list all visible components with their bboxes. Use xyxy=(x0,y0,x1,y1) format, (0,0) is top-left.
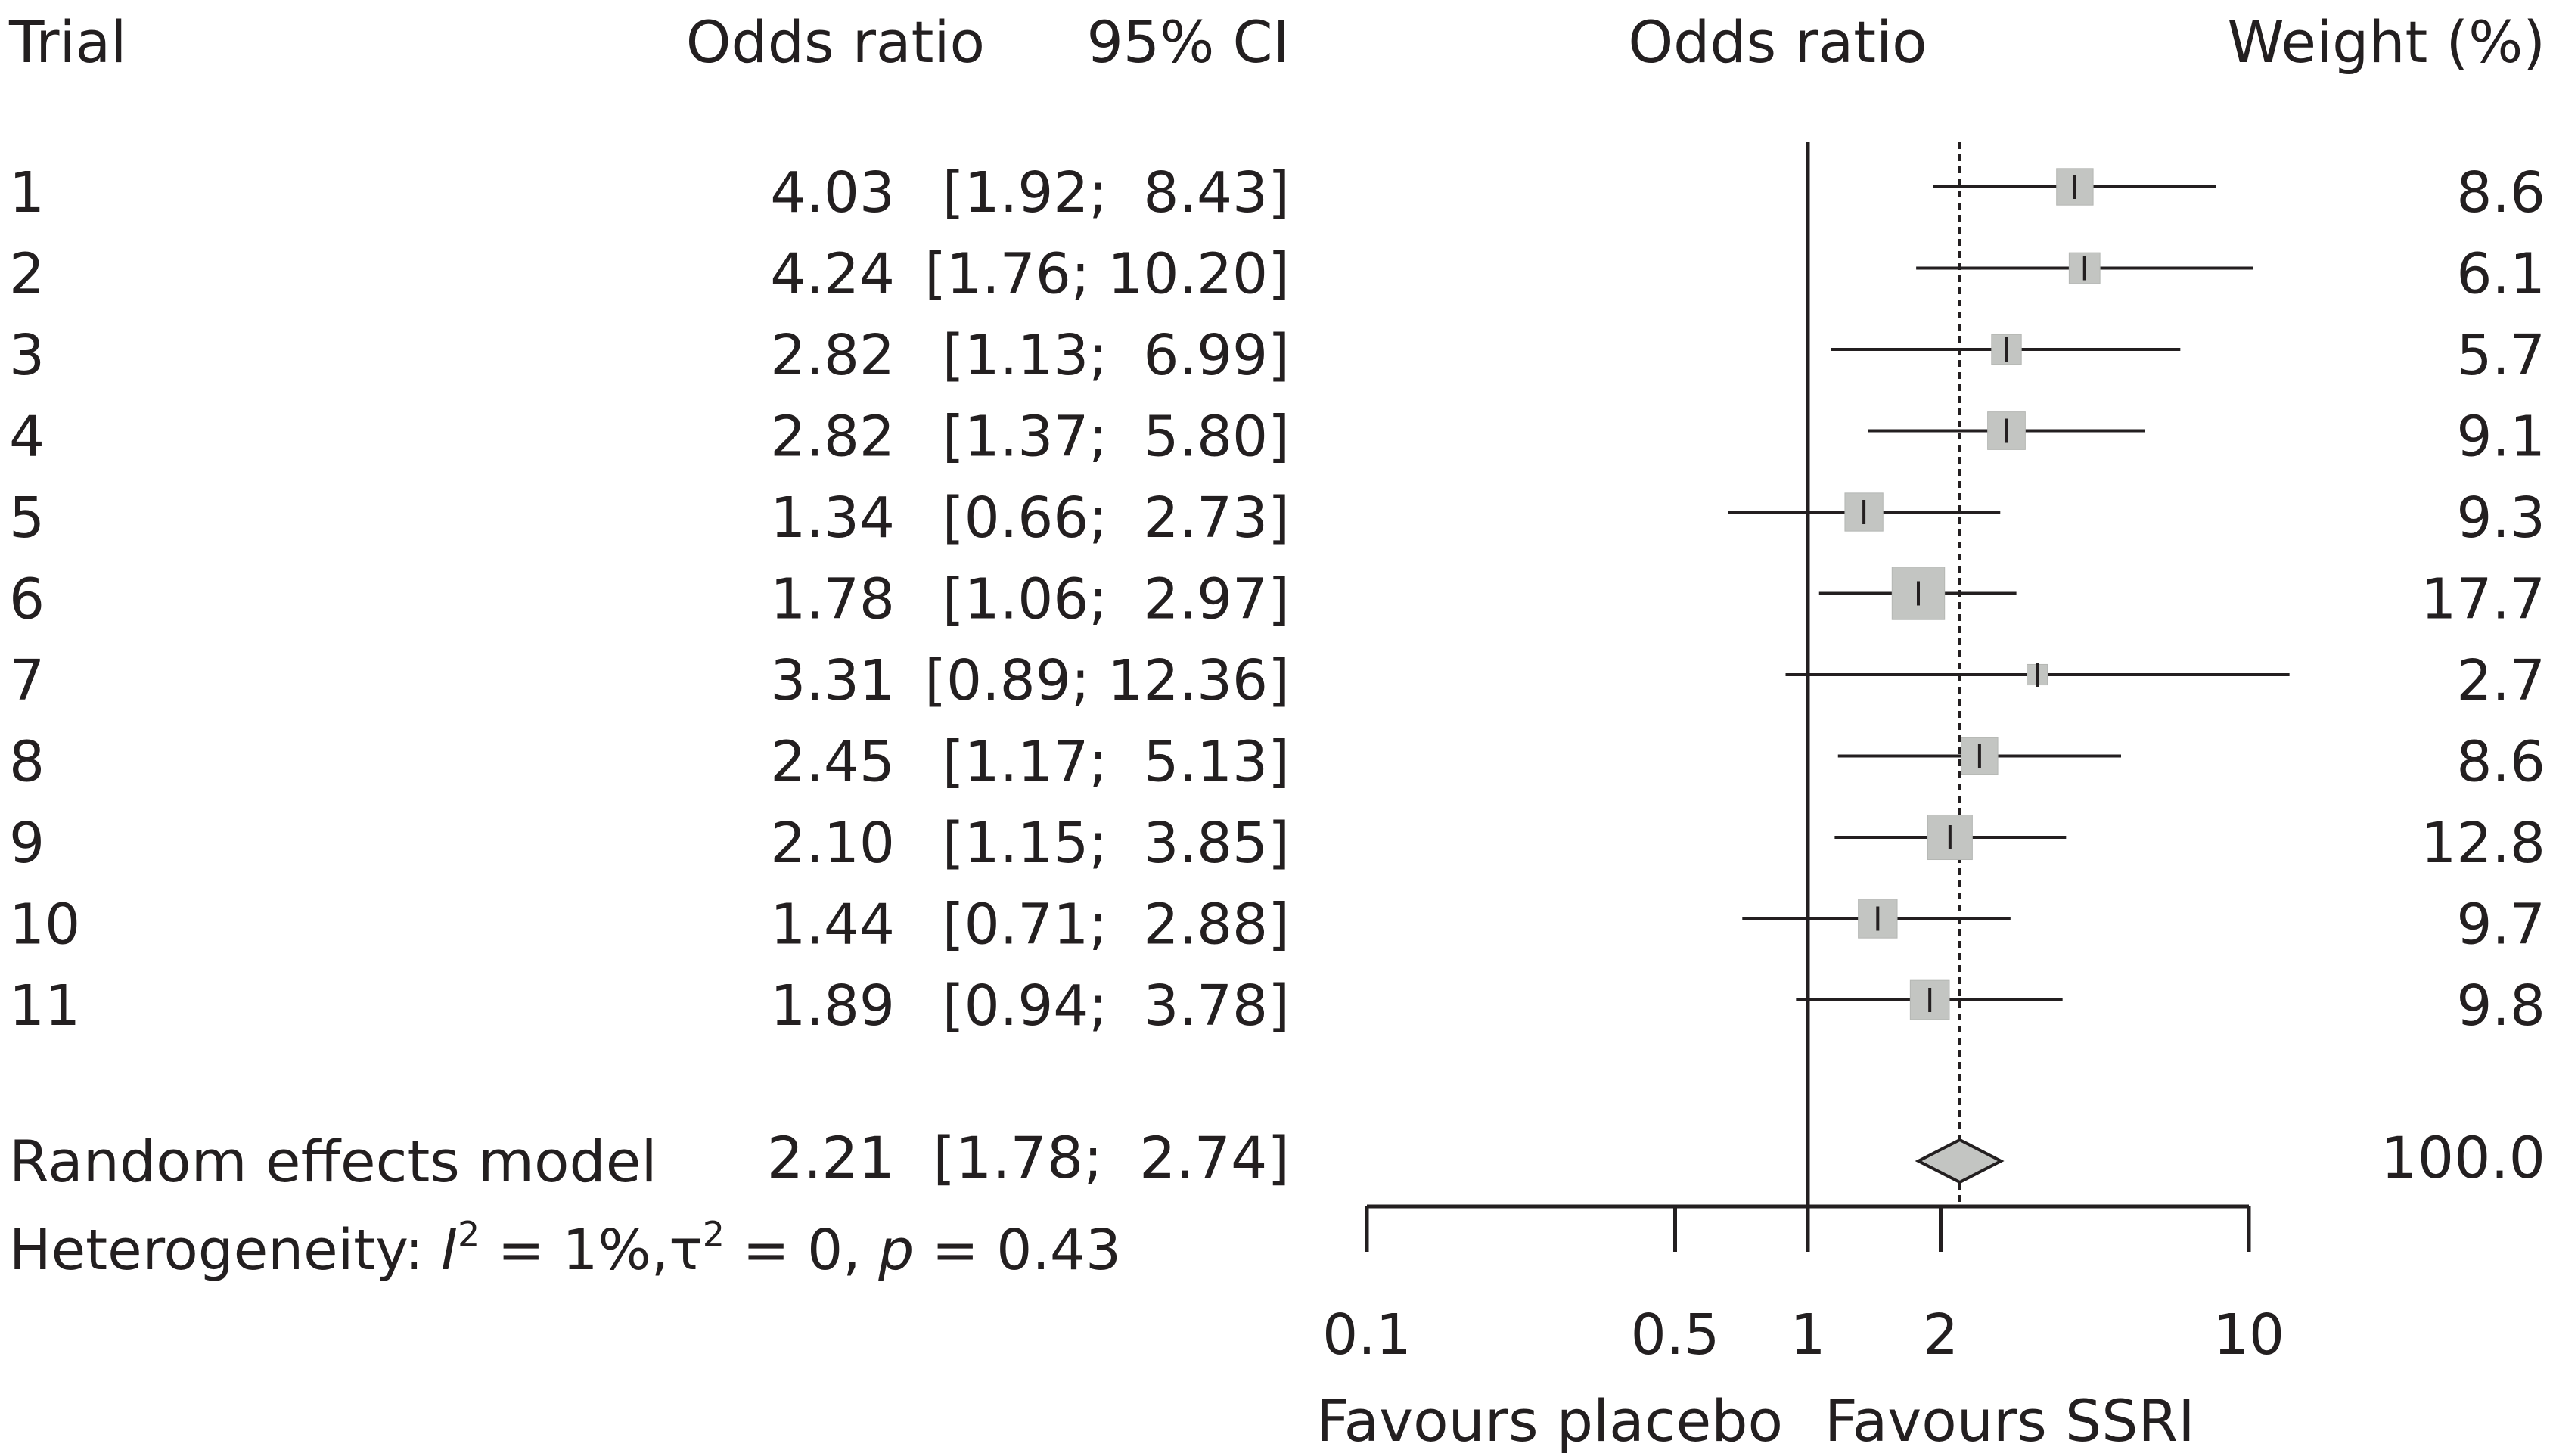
x-axis-tick-label: 10 xyxy=(2213,1302,2284,1368)
study-marker xyxy=(1831,334,2181,365)
header-ci: 95% CI xyxy=(1086,8,1290,76)
study-row: 7 3.31 [0.89; 12.36] 2.7 xyxy=(9,648,2545,713)
study-marker xyxy=(1796,979,2063,1020)
heterogeneity-text: Heterogeneity: I2 = 1%,τ2 = 0, p = 0.43 xyxy=(9,1214,1121,1283)
study-row: 6 1.78 [1.06; 2.97] 17.7 xyxy=(9,567,2545,632)
study-row: 3 2.82 [1.13; 6.99] 5.7 xyxy=(9,323,2545,388)
trial-label: 7 xyxy=(9,648,45,713)
heterogeneity-i-squared: 2 xyxy=(458,1214,480,1255)
weight-value: 9.8 xyxy=(2456,973,2545,1038)
odds-ratio-value: 2.45 xyxy=(770,730,895,795)
odds-ratio-value: 1.34 xyxy=(770,486,895,551)
trial-label: 8 xyxy=(9,730,45,795)
odds-ratio-value: 4.03 xyxy=(770,160,895,225)
plot-area xyxy=(1728,142,2290,1206)
trial-label: 3 xyxy=(9,323,45,388)
heterogeneity-tau-squared: 2 xyxy=(703,1214,725,1255)
weight-value: 8.6 xyxy=(2456,160,2545,225)
weight-value: 9.3 xyxy=(2456,486,2545,551)
summary-odds-ratio: 2.21 xyxy=(767,1124,895,1191)
ci-value: [0.71; 2.88] xyxy=(943,893,1290,958)
study-row: 10 1.44 [0.71; 2.88] 9.7 xyxy=(9,893,2545,958)
x-axis-tick-label: 0.1 xyxy=(1322,1302,1412,1368)
header-trial: Trial xyxy=(8,8,126,76)
study-row: 9 2.10 [1.15; 3.85] 12.8 xyxy=(9,811,2545,876)
weight-value: 9.7 xyxy=(2456,893,2545,958)
favours-placebo-label: Favours placebo xyxy=(1316,1387,1783,1454)
trial-label: 10 xyxy=(9,893,80,958)
heterogeneity-p-value: = 0.43 xyxy=(914,1218,1121,1283)
study-rows: 1 4.03 [1.92; 8.43] 8.6 2 4.24 [1.76; 10.20] 6.… xyxy=(9,160,2545,1038)
odds-ratio-value: 4.24 xyxy=(770,242,895,307)
header-weight: Weight (%) xyxy=(2228,8,2545,76)
odds-ratio-value: 2.82 xyxy=(770,323,895,388)
column-headers: Trial Odds ratio 95% CI Odds ratio Weigh… xyxy=(8,8,2545,76)
study-marker xyxy=(1933,168,2216,206)
heterogeneity-i-value: = 1%, xyxy=(480,1218,669,1283)
odds-ratio-value: 3.31 xyxy=(770,648,895,713)
header-odds-ratio: Odds ratio xyxy=(686,8,985,76)
ci-value: [0.94; 3.78] xyxy=(943,973,1290,1038)
weight-value: 8.6 xyxy=(2456,730,2545,795)
heterogeneity-i-symbol: I xyxy=(441,1218,458,1283)
x-axis-tick-label: 0.5 xyxy=(1631,1302,1720,1368)
weight-value: 12.8 xyxy=(2421,811,2545,876)
study-marker xyxy=(1868,411,2145,450)
trial-label: 5 xyxy=(9,486,45,551)
trial-label: 4 xyxy=(9,405,45,470)
study-row: 8 2.45 [1.17; 5.13] 8.6 xyxy=(9,730,2545,795)
odds-ratio-value: 1.78 xyxy=(770,567,895,632)
odds-ratio-value: 1.89 xyxy=(770,973,895,1038)
heterogeneity-tau-symbol: τ xyxy=(669,1218,703,1283)
ci-value: [1.17; 5.13] xyxy=(943,730,1290,795)
study-marker xyxy=(1837,737,2121,775)
summary-diamond xyxy=(1915,1138,2005,1184)
odds-ratio-value: 2.10 xyxy=(770,811,895,876)
header-plot-odds-ratio: Odds ratio xyxy=(1628,8,1927,76)
summary-weight: 100.0 xyxy=(2381,1124,2545,1191)
x-axis: 0.1 0.5 1 2 10 xyxy=(1322,1204,2284,1368)
ci-value: [1.13; 6.99] xyxy=(943,323,1290,388)
odds-ratio-value: 2.82 xyxy=(770,405,895,470)
ci-value: [0.89; 12.36] xyxy=(924,648,1290,713)
weight-value: 2.7 xyxy=(2456,648,2545,713)
summary-row: Random effects model 2.21 [1.78; 2.74] 1… xyxy=(9,1124,2545,1195)
summary-label: Random effects model xyxy=(9,1128,657,1195)
study-marker xyxy=(1742,899,2011,939)
trial-label: 11 xyxy=(9,973,80,1038)
ci-value: [1.76; 10.20] xyxy=(924,242,1290,307)
study-row: 1 4.03 [1.92; 8.43] 8.6 xyxy=(9,160,2545,225)
study-marker xyxy=(1728,492,2001,532)
weight-value: 17.7 xyxy=(2421,567,2545,632)
trial-label: 6 xyxy=(9,567,45,632)
weight-value: 5.7 xyxy=(2456,323,2545,388)
x-axis-tick-label: 1 xyxy=(1790,1302,1825,1368)
ci-value: [1.37; 5.80] xyxy=(943,405,1290,470)
x-axis-tick-label: 2 xyxy=(1923,1302,1958,1368)
odds-ratio-value: 1.44 xyxy=(770,893,895,958)
ci-value: [1.15; 3.85] xyxy=(943,811,1290,876)
study-row: 11 1.89 [0.94; 3.78] 9.8 xyxy=(9,973,2545,1038)
heterogeneity-prefix: Heterogeneity: xyxy=(9,1218,441,1283)
study-row: 4 2.82 [1.37; 5.80] 9.1 xyxy=(9,405,2545,470)
trial-label: 9 xyxy=(9,811,45,876)
trial-label: 2 xyxy=(9,242,45,307)
ci-value: [0.66; 2.73] xyxy=(943,486,1290,551)
study-marker xyxy=(1834,814,2067,861)
summary-ci: [1.78; 2.74] xyxy=(933,1124,1290,1191)
weight-value: 9.1 xyxy=(2456,405,2545,470)
weight-value: 6.1 xyxy=(2456,242,2545,307)
ci-value: [1.06; 2.97] xyxy=(943,567,1290,632)
study-row: 2 4.24 [1.76; 10.20] 6.1 xyxy=(9,242,2545,307)
ci-value: [1.92; 8.43] xyxy=(943,160,1290,225)
favours-ssri-label: Favours SSRI xyxy=(1825,1387,2195,1454)
study-marker xyxy=(1818,567,2017,620)
trial-label: 1 xyxy=(9,160,45,225)
study-marker xyxy=(1916,252,2253,284)
study-row: 5 1.34 [0.66; 2.73] 9.3 xyxy=(9,486,2545,551)
heterogeneity-p-symbol: p xyxy=(877,1218,914,1283)
study-marker xyxy=(1785,663,2290,687)
heterogeneity-tau-value: = 0, xyxy=(725,1218,878,1283)
